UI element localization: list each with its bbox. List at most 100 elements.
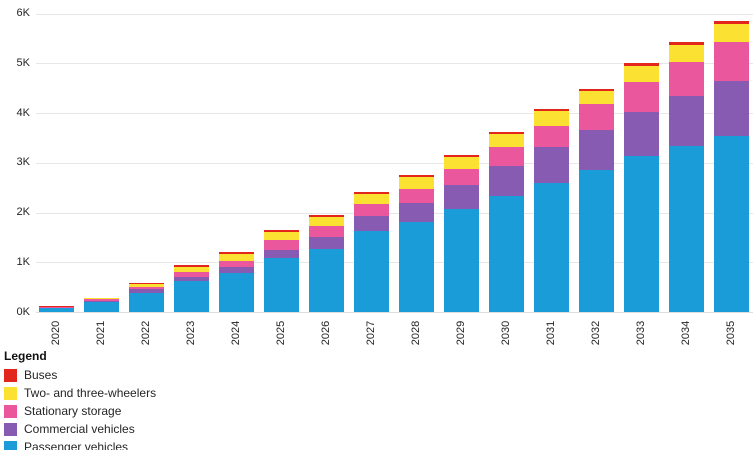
bar-segment-commercial-vehicles[interactable] xyxy=(218,267,254,273)
bar-segment-buses[interactable] xyxy=(623,63,659,66)
bar-2020[interactable] xyxy=(38,306,74,312)
bar-segment-passenger-vehicles[interactable] xyxy=(83,302,119,312)
bar-segment-buses[interactable] xyxy=(443,155,479,158)
bar-segment-commercial-vehicles[interactable] xyxy=(578,129,614,170)
bar-segment-commercial-vehicles[interactable] xyxy=(38,307,74,308)
bar-segment-passenger-vehicles[interactable] xyxy=(353,231,389,312)
bar-segment-buses[interactable] xyxy=(218,251,254,255)
bar-segment-passenger-vehicles[interactable] xyxy=(398,222,434,312)
bar-2021[interactable] xyxy=(83,297,119,312)
bar-segment-two-and-three-wheelers[interactable] xyxy=(263,232,299,240)
bar-2022[interactable] xyxy=(128,282,164,312)
bar-segment-stationary-storage[interactable] xyxy=(533,125,569,148)
bar-segment-stationary-storage[interactable] xyxy=(218,260,254,268)
legend-item-two-three-wheelers[interactable]: Two- and three-wheelers xyxy=(4,384,156,402)
bar-segment-commercial-vehicles[interactable] xyxy=(83,300,119,302)
bar-2028[interactable] xyxy=(398,174,434,312)
bar-segment-passenger-vehicles[interactable] xyxy=(623,156,659,312)
bar-segment-two-and-three-wheelers[interactable] xyxy=(173,266,209,272)
bar-segment-commercial-vehicles[interactable] xyxy=(713,81,749,137)
bar-segment-commercial-vehicles[interactable] xyxy=(308,236,344,249)
bar-segment-buses[interactable] xyxy=(398,174,434,178)
bar-segment-buses[interactable] xyxy=(533,108,569,112)
bar-segment-passenger-vehicles[interactable] xyxy=(713,136,749,312)
bar-segment-two-and-three-wheelers[interactable] xyxy=(533,111,569,126)
bar-segment-commercial-vehicles[interactable] xyxy=(488,166,524,197)
bar-segment-passenger-vehicles[interactable] xyxy=(533,182,569,312)
bar-2035[interactable] xyxy=(713,21,749,312)
bar-2031[interactable] xyxy=(533,108,569,312)
bar-segment-two-and-three-wheelers[interactable] xyxy=(218,254,254,261)
bar-2034[interactable] xyxy=(668,41,704,312)
bar-segment-stationary-storage[interactable] xyxy=(443,169,479,186)
legend-item-commercial-vehicles[interactable]: Commercial vehicles xyxy=(4,420,156,438)
bar-2030[interactable] xyxy=(488,131,524,312)
bar-segment-stationary-storage[interactable] xyxy=(713,42,749,82)
bar-segment-two-and-three-wheelers[interactable] xyxy=(668,44,704,62)
bar-segment-stationary-storage[interactable] xyxy=(578,104,614,130)
bar-segment-stationary-storage[interactable] xyxy=(128,286,164,290)
bar-segment-passenger-vehicles[interactable] xyxy=(488,196,524,312)
bar-segment-buses[interactable] xyxy=(713,21,749,25)
bar-segment-passenger-vehicles[interactable] xyxy=(38,308,74,312)
bar-segment-buses[interactable] xyxy=(38,306,74,307)
bar-2024[interactable] xyxy=(218,251,254,312)
bar-segment-commercial-vehicles[interactable] xyxy=(668,96,704,147)
bar-segment-commercial-vehicles[interactable] xyxy=(128,289,164,293)
bar-segment-commercial-vehicles[interactable] xyxy=(443,185,479,209)
bar-segment-two-and-three-wheelers[interactable] xyxy=(623,65,659,82)
bar-2023[interactable] xyxy=(173,265,209,312)
bar-segment-passenger-vehicles[interactable] xyxy=(443,209,479,312)
bar-segment-buses[interactable] xyxy=(353,192,389,195)
bar-segment-passenger-vehicles[interactable] xyxy=(578,169,614,312)
bar-segment-commercial-vehicles[interactable] xyxy=(623,112,659,157)
bar-segment-buses[interactable] xyxy=(128,282,164,285)
bar-segment-two-and-three-wheelers[interactable] xyxy=(353,194,389,204)
bar-2032[interactable] xyxy=(578,88,614,312)
bar-segment-buses[interactable] xyxy=(83,297,119,298)
bar-segment-two-and-three-wheelers[interactable] xyxy=(443,157,479,170)
bar-segment-two-and-three-wheelers[interactable] xyxy=(578,91,614,105)
bar-segment-passenger-vehicles[interactable] xyxy=(668,146,704,312)
legend-item-buses[interactable]: Buses xyxy=(4,366,156,384)
bar-segment-stationary-storage[interactable] xyxy=(263,239,299,251)
bar-segment-passenger-vehicles[interactable] xyxy=(173,280,209,312)
bar-2027[interactable] xyxy=(353,192,389,312)
bar-segment-stationary-storage[interactable] xyxy=(398,188,434,203)
bar-segment-two-and-three-wheelers[interactable] xyxy=(308,217,344,226)
bar-segment-passenger-vehicles[interactable] xyxy=(263,257,299,312)
bar-segment-buses[interactable] xyxy=(308,214,344,218)
bar-segment-passenger-vehicles[interactable] xyxy=(218,272,254,312)
bar-segment-buses[interactable] xyxy=(578,88,614,92)
bar-segment-two-and-three-wheelers[interactable] xyxy=(128,284,164,287)
bar-segment-two-and-three-wheelers[interactable] xyxy=(83,298,119,299)
bar-segment-stationary-storage[interactable] xyxy=(308,225,344,237)
bar-2026[interactable] xyxy=(308,214,344,312)
bar-segment-commercial-vehicles[interactable] xyxy=(533,147,569,183)
bar-segment-stationary-storage[interactable] xyxy=(488,146,524,167)
bar-segment-passenger-vehicles[interactable] xyxy=(308,248,344,312)
bar-segment-stationary-storage[interactable] xyxy=(173,271,209,277)
bar-segment-commercial-vehicles[interactable] xyxy=(263,250,299,258)
bar-segment-commercial-vehicles[interactable] xyxy=(173,276,209,281)
bar-segment-stationary-storage[interactable] xyxy=(83,299,119,301)
bar-segment-commercial-vehicles[interactable] xyxy=(353,216,389,232)
bar-2029[interactable] xyxy=(443,155,479,312)
bar-segment-stationary-storage[interactable] xyxy=(353,203,389,217)
bar-segment-stationary-storage[interactable] xyxy=(623,81,659,113)
bar-2033[interactable] xyxy=(623,63,659,312)
bar-segment-buses[interactable] xyxy=(263,230,299,233)
bar-segment-two-and-three-wheelers[interactable] xyxy=(398,177,434,189)
bar-segment-two-and-three-wheelers[interactable] xyxy=(38,306,74,307)
legend-item-stationary-storage[interactable]: Stationary storage xyxy=(4,402,156,420)
bar-segment-commercial-vehicles[interactable] xyxy=(398,202,434,222)
bar-segment-buses[interactable] xyxy=(488,131,524,134)
legend-item-passenger-vehicles[interactable]: Passenger vehicles xyxy=(4,438,156,450)
bar-segment-buses[interactable] xyxy=(173,265,209,267)
bar-segment-passenger-vehicles[interactable] xyxy=(128,292,164,312)
bar-segment-two-and-three-wheelers[interactable] xyxy=(488,133,524,147)
bar-segment-stationary-storage[interactable] xyxy=(38,307,74,308)
bar-segment-two-and-three-wheelers[interactable] xyxy=(713,24,749,43)
bar-segment-stationary-storage[interactable] xyxy=(668,61,704,97)
bar-2025[interactable] xyxy=(263,230,299,312)
